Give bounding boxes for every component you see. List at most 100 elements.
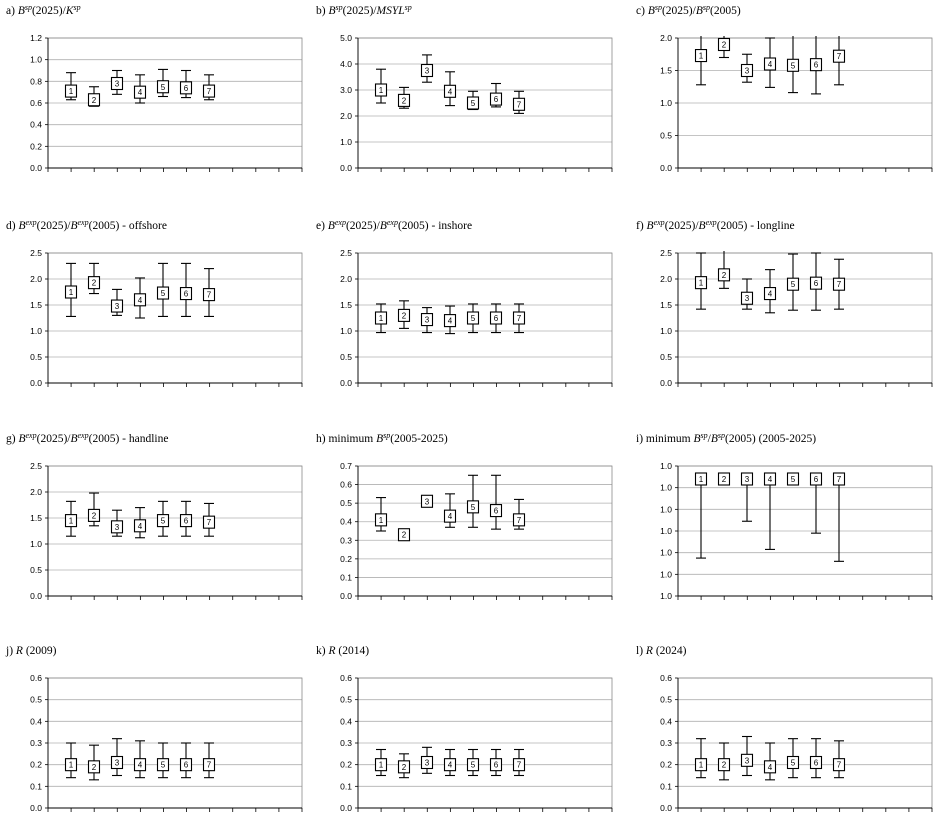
box-label: 2: [402, 763, 407, 772]
median-box: [87, 508, 101, 522]
median-box: [374, 311, 388, 325]
box-label: 3: [745, 294, 750, 303]
box-label: 4: [768, 763, 773, 772]
plot-frame: [357, 37, 613, 169]
panel-title: e) Bexp(2025)/Bexp(2005) - inshore: [316, 218, 472, 233]
title-part: (2025)/: [36, 220, 71, 232]
box-marker: 3: [420, 494, 434, 508]
box-label: 7: [837, 475, 842, 484]
panel-g: g) Bexp(2025)/Bexp(2005) - handline 0.0 0.…: [0, 428, 306, 613]
y-tick-label: 1.0: [660, 326, 672, 336]
box-marker: 4: [133, 277, 147, 319]
box-marker: 7: [512, 90, 526, 114]
chart-svg: 0.0 1.0 2.0 3.0 4.0 5.0 1 2 3 4 5 6 7: [340, 33, 613, 173]
y-tick-label: 0.4: [660, 716, 672, 726]
median-box: [397, 93, 411, 107]
box-marker: 3: [110, 509, 124, 537]
box-label: 2: [722, 271, 727, 280]
title-prefix: c): [636, 5, 645, 17]
title-prefix: d): [6, 220, 16, 232]
y-tick-label: 0.0: [30, 378, 42, 388]
title-part: (2005) (2005-2025): [725, 433, 817, 445]
box-marker: 2: [717, 742, 731, 781]
y-tick-label: 2.5: [340, 248, 352, 258]
box-marker: 4: [763, 269, 777, 314]
chart-svg: 0.0 0.1 0.2 0.3 0.4 0.5 0.6 1 2 3 4 5 6 7: [660, 673, 933, 813]
chart-svg: 0.0 0.5 1.0 1.5 2.0 2.5 1 2 3 4 5 6 7: [660, 248, 933, 388]
box-label: 2: [92, 511, 97, 520]
y-tick-label: 0.3: [660, 738, 672, 748]
box-label: 7: [207, 291, 212, 300]
title-prefix: b): [316, 5, 326, 17]
median-box: [374, 513, 388, 527]
title-part: sp: [654, 3, 662, 12]
median-box: [397, 528, 411, 542]
box-label: 5: [161, 289, 166, 298]
median-box: [179, 758, 193, 772]
title-part: (2005) - offshore: [88, 220, 167, 232]
box-label: 4: [138, 88, 143, 97]
y-tick-label: 0.6: [660, 673, 672, 683]
box-marker: 2: [397, 86, 411, 109]
box-marker: 3: [420, 54, 434, 83]
y-tick-label: 2.5: [660, 248, 672, 258]
panel-j: j) R (2009) 0.0 0.1 0.2 0.3 0.4 0.5 0.6 1 2 3 4 5 6 7: [0, 640, 306, 816]
box-label: 5: [791, 759, 796, 768]
box-marker: 5: [156, 262, 170, 317]
panel-a: a) Bsp(2025)/Ksp 0.0 0.2 0.4 0.6 0.8 1.0 1.2 1 2 3…: [0, 0, 306, 185]
median-box: [717, 268, 731, 282]
chart-svg: 1.0 1.0 1.0 1.0 1.0 1.0 1.0 1 2 3 4 5 6 7: [660, 461, 933, 601]
median-box: [420, 313, 434, 327]
box-label: 1: [379, 761, 384, 770]
median-box: [64, 84, 78, 98]
y-tick-label: 0.2: [340, 554, 352, 564]
box-marker: 5: [466, 303, 480, 334]
box-marker: 1: [374, 497, 388, 532]
median-box: [832, 758, 846, 772]
box-marker: 7: [832, 740, 846, 779]
median-box: [420, 494, 434, 508]
median-box: [179, 514, 193, 528]
box-marker: 1: [694, 36, 708, 86]
median-box: [397, 760, 411, 774]
median-box: [64, 514, 78, 528]
y-tick-label: 0.5: [340, 498, 352, 508]
plot-frame: [677, 252, 933, 384]
box-marker: 2: [397, 300, 411, 329]
box-marker: 1: [374, 68, 388, 104]
chart-svg: 0.0 0.1 0.2 0.3 0.4 0.5 0.6 1 2 3 4 5 6 7: [30, 673, 303, 813]
box-label: 2: [402, 311, 407, 320]
box-label: 7: [517, 516, 522, 525]
y-tick-label: 0.0: [340, 803, 352, 813]
panel-c: c) Bsp(2025)/Bsp(2005) 0.0 0.5 1.0 1.5 2.0 1 2 3…: [630, 0, 936, 185]
y-tick-label: 0.5: [660, 131, 672, 141]
median-box: [64, 285, 78, 299]
title-part: exp: [334, 218, 346, 227]
y-tick-label: 0.5: [660, 695, 672, 705]
y-tick-label: 0.6: [30, 673, 42, 683]
box-marker: 3: [740, 278, 754, 310]
y-tick-label: 0.0: [660, 378, 672, 388]
box-marker: 6: [809, 738, 823, 779]
y-tick-label: 2.0: [30, 487, 42, 497]
box-label: 3: [115, 302, 120, 311]
box-marker: 5: [786, 36, 800, 94]
box-marker: 7: [832, 472, 846, 562]
median-box: [202, 288, 216, 302]
median-box: [466, 96, 480, 110]
box-label: 5: [161, 761, 166, 770]
title-part: B: [695, 5, 703, 17]
y-tick-label: 1.0: [660, 526, 672, 536]
box-label: 6: [184, 517, 189, 526]
box-label: 1: [69, 517, 74, 526]
y-tick-label: 0.1: [340, 572, 352, 582]
median-box: [763, 760, 777, 774]
box-marker: 3: [110, 288, 124, 316]
y-tick-label: 0.4: [30, 716, 42, 726]
median-box: [443, 314, 457, 328]
title-part: minimum: [645, 433, 694, 445]
median-box: [512, 97, 526, 111]
median-box: [489, 504, 503, 518]
median-box: [110, 76, 124, 91]
panel-title: f) Bexp(2025)/Bexp(2005) - longline: [636, 219, 795, 233]
